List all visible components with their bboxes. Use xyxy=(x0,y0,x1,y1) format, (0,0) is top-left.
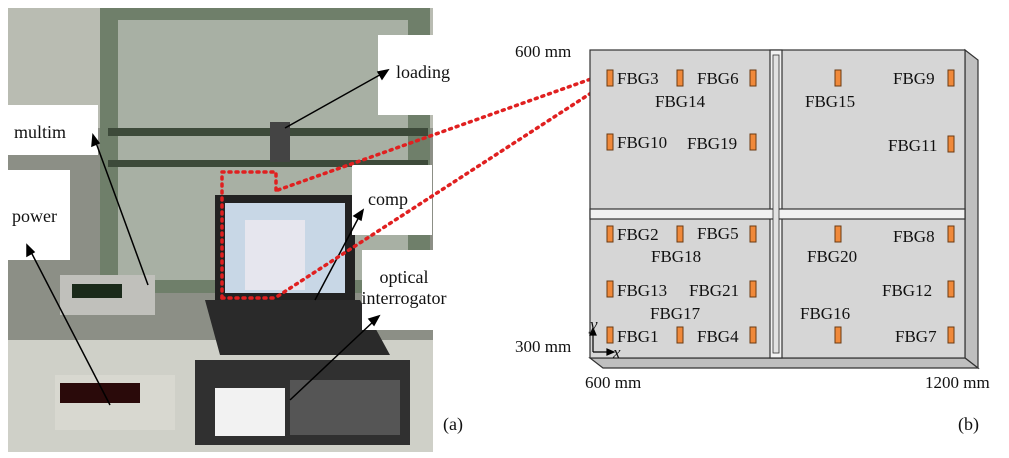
label-interrogator: interrogator xyxy=(362,288,447,308)
sensor xyxy=(948,327,954,343)
sensor xyxy=(607,70,613,86)
sensor-label: FBG14 xyxy=(655,92,706,111)
corner-label: 600 mm xyxy=(585,373,641,392)
sensor xyxy=(677,226,683,242)
sensor-label: FBG11 xyxy=(888,136,937,155)
sensor xyxy=(677,327,683,343)
sensor-label: FBG18 xyxy=(651,247,701,266)
sensor xyxy=(948,136,954,152)
sensor-label: FBG12 xyxy=(882,281,932,300)
axis-x: x xyxy=(612,343,621,362)
sensor xyxy=(607,226,613,242)
sensor-label: FBG8 xyxy=(893,227,935,246)
sensor xyxy=(750,70,756,86)
sensor-label: FBG1 xyxy=(617,327,659,346)
panel-tag: (b) xyxy=(958,414,979,435)
sensor-label: FBG3 xyxy=(617,69,659,88)
plate xyxy=(590,50,978,368)
sensor-label: FBG5 xyxy=(697,224,739,243)
sensor-label: FBG6 xyxy=(697,69,739,88)
sensor-label: FBG20 xyxy=(807,247,857,266)
corner-label: 300 mm xyxy=(515,337,571,356)
axis-y: y xyxy=(588,315,598,334)
sensor xyxy=(750,134,756,150)
label-multim: multim xyxy=(14,122,66,142)
sensor-label: FBG13 xyxy=(617,281,667,300)
sensor xyxy=(948,281,954,297)
sensor-label: FBG19 xyxy=(687,134,737,153)
figure: loading multim power comp optical interr… xyxy=(0,0,1009,458)
sensor xyxy=(835,327,841,343)
label-loading: loading xyxy=(396,62,450,82)
sensor-label: FBG21 xyxy=(689,281,739,300)
sensor xyxy=(948,70,954,86)
sensor xyxy=(835,70,841,86)
sensor xyxy=(607,281,613,297)
sensor xyxy=(607,327,613,343)
corner-label: 1200 mm xyxy=(925,373,990,392)
sensor xyxy=(607,134,613,150)
sensor xyxy=(677,70,683,86)
label-comp: comp xyxy=(368,189,408,209)
sensor-label: FBG4 xyxy=(697,327,739,346)
label-power: power xyxy=(12,206,57,226)
sensor-label: FBG16 xyxy=(800,304,850,323)
sensor xyxy=(835,226,841,242)
sensor xyxy=(948,226,954,242)
sensor-label: FBG2 xyxy=(617,225,659,244)
sensor xyxy=(750,226,756,242)
sensor-label: FBG7 xyxy=(895,327,937,346)
sensor-label: FBG10 xyxy=(617,133,667,152)
page: {"panel_a": {"labels": {"loading": "load… xyxy=(0,0,1009,458)
sensor-label: FBG17 xyxy=(650,304,701,323)
panel-tag: (a) xyxy=(443,414,463,435)
sensor-label: FBG9 xyxy=(893,69,935,88)
sensor xyxy=(750,327,756,343)
sensor-label: FBG15 xyxy=(805,92,855,111)
sensor xyxy=(750,281,756,297)
corner-label: 600 mm xyxy=(515,42,571,61)
label-optical: optical xyxy=(380,267,429,287)
